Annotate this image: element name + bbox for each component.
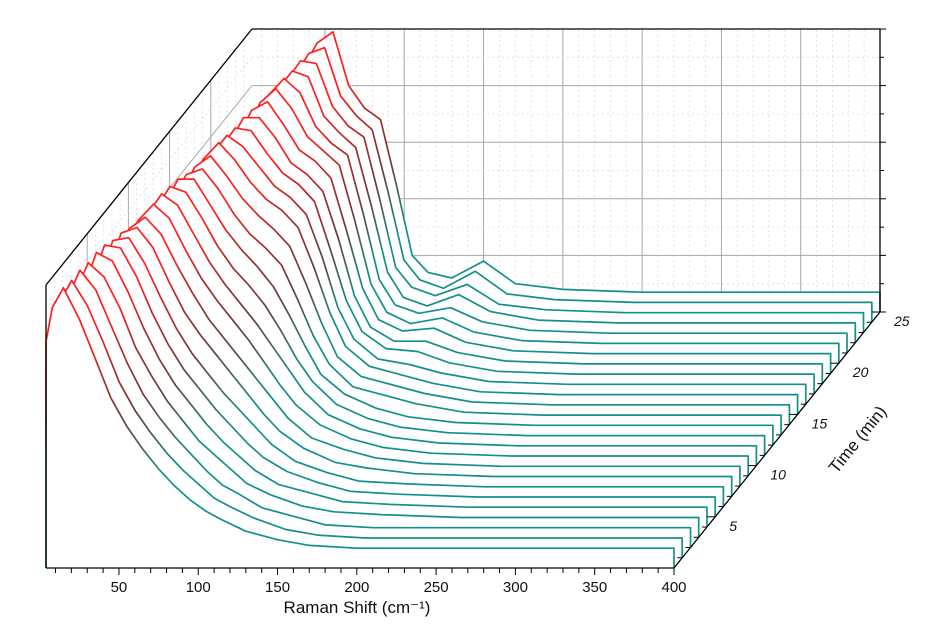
x-tick-label: 350 <box>582 579 607 596</box>
spectra-series <box>45 30 881 568</box>
time-axis-title: Time (min) <box>825 402 890 477</box>
x-tick-label: 400 <box>661 579 686 596</box>
time-tick-label: 10 <box>770 467 786 483</box>
time-tick-label: 5 <box>729 518 737 534</box>
series-line-t6 <box>94 236 725 507</box>
time-tick-label: 15 <box>812 415 828 431</box>
series-line-t7 <box>102 226 733 497</box>
time-tick-label: 20 <box>852 364 869 380</box>
x-tick-label: 100 <box>186 579 211 596</box>
x-axis-title: Raman Shift (cm⁻¹) <box>284 598 431 617</box>
x-tick-label: 50 <box>111 579 128 596</box>
series-line-t9 <box>119 203 750 476</box>
series-line-t1 <box>53 279 684 558</box>
time-axis-line <box>673 311 881 569</box>
series-occlusion-fill <box>227 71 856 343</box>
series-line-t10 <box>127 193 758 466</box>
frame-edge-left-diagonal <box>45 28 253 286</box>
series-occlusion-fill <box>243 47 872 323</box>
series-occlusion-fill <box>70 262 699 538</box>
x-tick-label: 300 <box>503 579 528 596</box>
series-occlusion-fill <box>235 60 864 333</box>
series-line-t0 <box>45 286 675 568</box>
series-line-t5 <box>86 244 717 517</box>
time-tick-label: 25 <box>893 313 910 329</box>
x-tick-label: 150 <box>265 579 290 596</box>
series-occlusion-fill <box>46 287 674 568</box>
series-line-t8 <box>111 216 741 487</box>
series-line-t3 <box>69 261 700 538</box>
chart-axes: 50 100 150 200 250 300 350 400 5 10 15 20 25 <box>45 28 910 596</box>
series-occlusion-fill <box>95 237 724 507</box>
x-tick-label: 250 <box>424 579 449 596</box>
series-occlusion-fill <box>103 227 732 497</box>
series-occlusion-fill <box>210 88 839 364</box>
series-occlusion-fill <box>219 78 847 353</box>
series-line-t2 <box>61 269 692 548</box>
series-occlusion-fill <box>87 245 716 517</box>
x-tick-label: 200 <box>344 579 369 596</box>
series-occlusion-fill <box>79 252 707 527</box>
series-line-t4 <box>78 251 708 527</box>
